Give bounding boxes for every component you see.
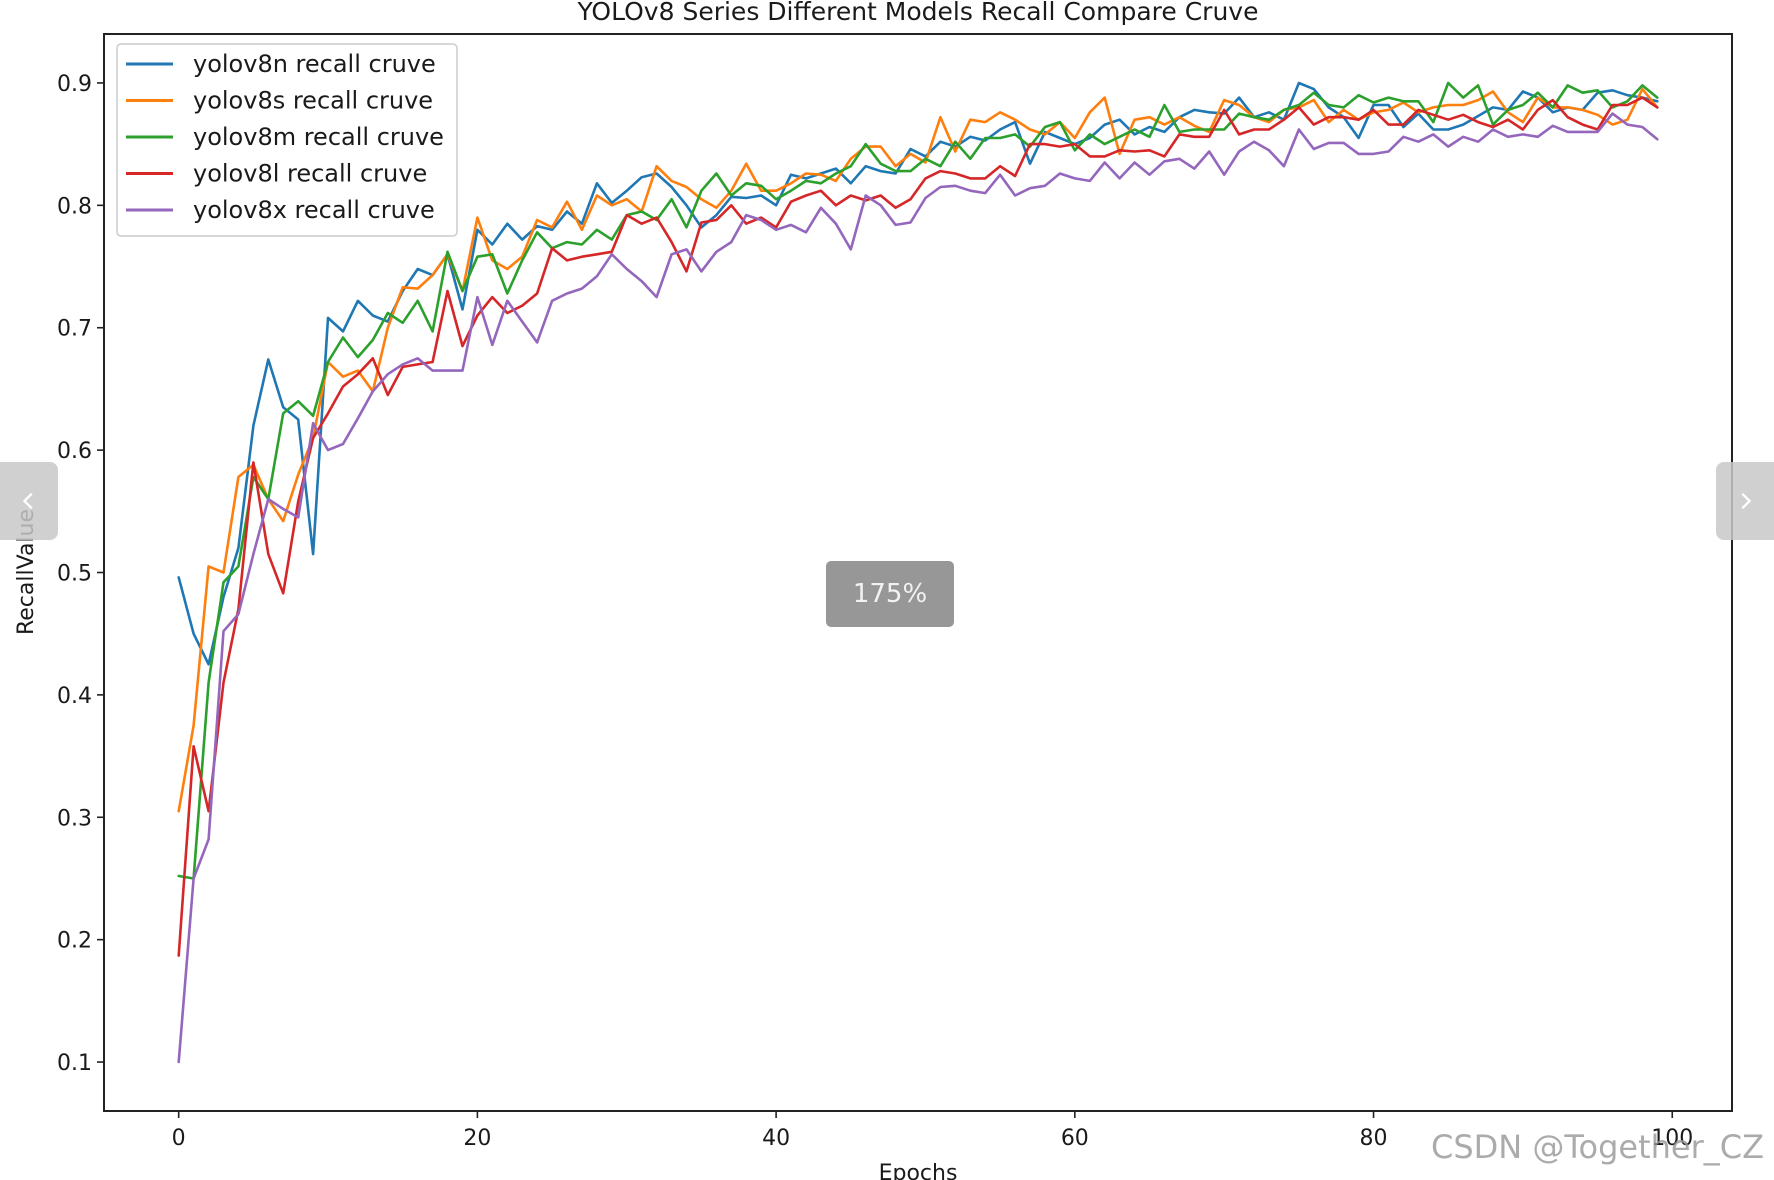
watermark: CSDN @Together_CZ bbox=[1430, 1128, 1764, 1166]
legend-label: yolov8x recall cruve bbox=[193, 196, 435, 224]
chevron-left-icon bbox=[22, 492, 33, 510]
legend-label: yolov8l recall cruve bbox=[193, 160, 427, 188]
next-image-button[interactable] bbox=[1716, 462, 1774, 540]
x-tick-label: 20 bbox=[463, 1126, 491, 1151]
y-tick-label: 0.5 bbox=[57, 562, 92, 587]
series-line-3 bbox=[177, 81, 1659, 880]
chevron-right-icon bbox=[1741, 492, 1752, 510]
series-line-1 bbox=[177, 81, 1659, 666]
series-line-5 bbox=[177, 112, 1659, 1064]
y-tick-label: 0.6 bbox=[57, 439, 92, 464]
y-tick-label: 0.9 bbox=[57, 72, 92, 97]
y-tick-label: 0.2 bbox=[57, 929, 92, 954]
y-tick-label: 0.4 bbox=[57, 684, 92, 709]
series-lines bbox=[177, 81, 1659, 1064]
y-tick-label: 0.1 bbox=[57, 1051, 92, 1076]
y-tick-label: 0.8 bbox=[57, 194, 92, 219]
x-axis-title: Epochs bbox=[879, 1161, 958, 1180]
legend-label: yolov8n recall cruve bbox=[193, 50, 436, 78]
y-tick-label: 0.3 bbox=[57, 806, 92, 831]
legend: yolov8n recall cruve yolov8s recall cruve… bbox=[116, 43, 458, 237]
x-tick-label: 60 bbox=[1061, 1126, 1089, 1151]
prev-image-button[interactable] bbox=[0, 462, 58, 540]
legend-box bbox=[116, 43, 458, 237]
legend-label: yolov8s recall cruve bbox=[193, 87, 433, 115]
chart-title: YOLOv8 Series Different Models Recall Co… bbox=[577, 0, 1259, 26]
x-tick-label: 40 bbox=[762, 1126, 790, 1151]
x-axis: 0 20 40 60 80 100 bbox=[172, 1111, 1693, 1151]
y-tick-label: 0.7 bbox=[57, 317, 92, 342]
legend-label: yolov8m recall cruve bbox=[193, 123, 444, 151]
x-tick-label: 80 bbox=[1360, 1126, 1388, 1151]
x-tick-label: 100 bbox=[1651, 1126, 1693, 1151]
x-tick-label: 0 bbox=[172, 1126, 186, 1151]
series-line-2 bbox=[177, 87, 1659, 813]
zoom-level-badge: 175% bbox=[826, 561, 954, 627]
y-axis: 0.1 0.2 0.3 0.4 0.5 0.6 0.7 0.8 0.9 bbox=[57, 72, 104, 1076]
